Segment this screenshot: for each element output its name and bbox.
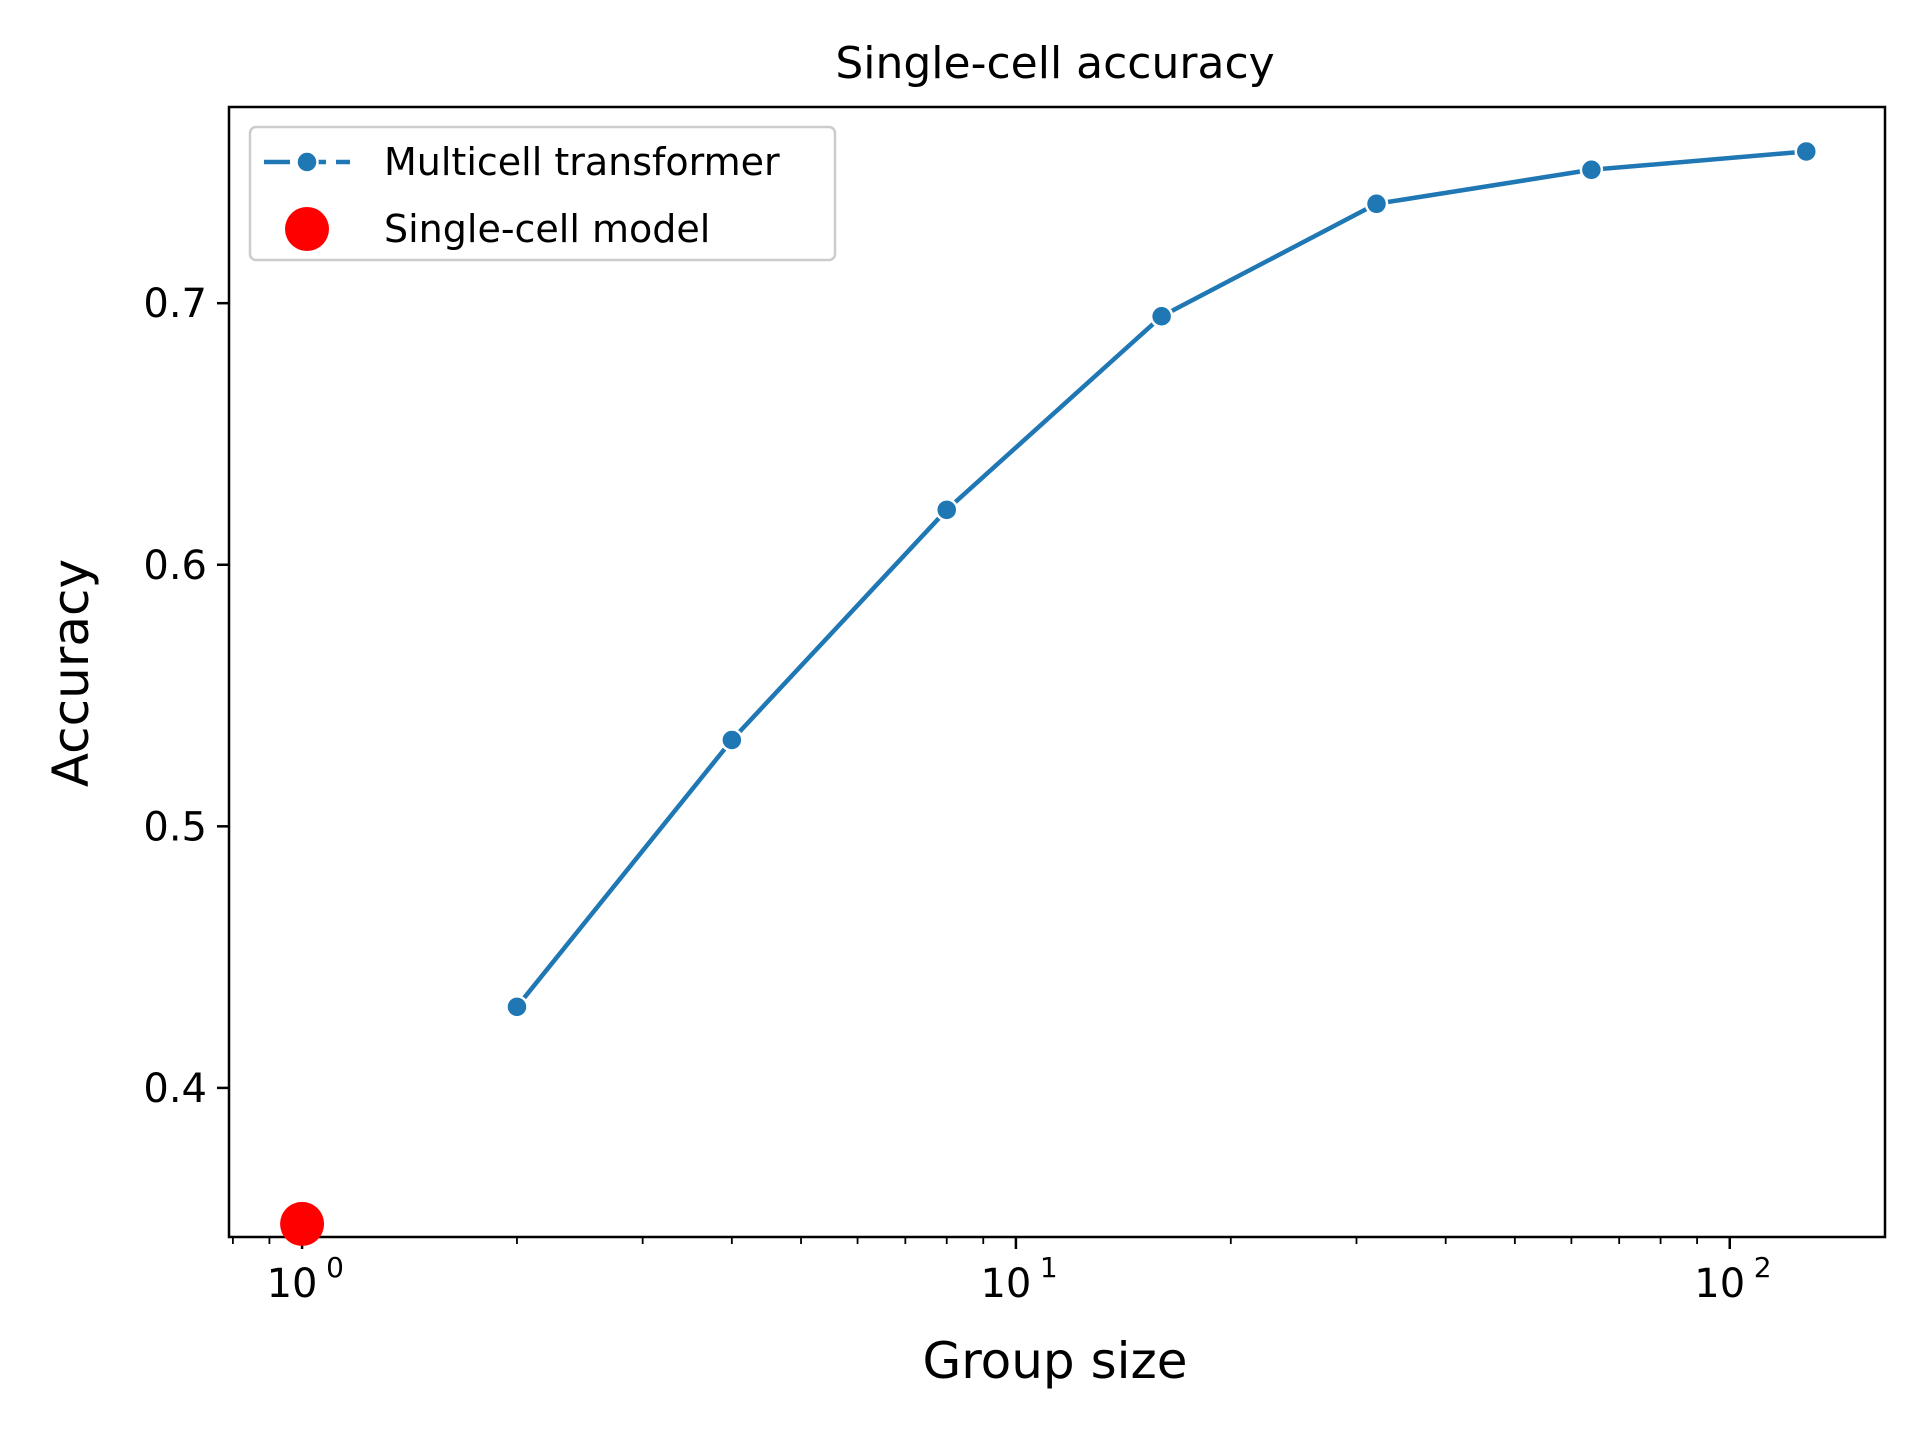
- chart-title: Single-cell accuracy: [835, 38, 1274, 89]
- data-point: [505, 995, 529, 1019]
- y-tick-label: 0.5: [143, 804, 207, 850]
- legend-marker-swatch: [285, 207, 329, 251]
- y-tick-label: 0.7: [143, 281, 207, 327]
- series-line: [515, 149, 1807, 1009]
- legend: Multicell transformer Single-cell model: [248, 125, 837, 262]
- y-tick-label: 0.6: [143, 543, 207, 589]
- x-tick-label-exponent: 1: [1040, 1251, 1058, 1284]
- x-axis-title: Group size: [922, 1332, 1187, 1390]
- x-tick-label-base: 10: [980, 1261, 1031, 1307]
- x-tick-label-base: 10: [1694, 1261, 1745, 1307]
- x-tick-label-exponent: 2: [1754, 1251, 1772, 1284]
- legend-label: Single-cell model: [384, 207, 710, 251]
- data-point: [1364, 192, 1389, 216]
- data-point: [934, 498, 959, 522]
- x-tick-label: 10 1: [980, 1251, 1057, 1307]
- legend-label: Multicell transformer: [384, 140, 780, 184]
- x-tick-label-exponent: 0: [326, 1251, 344, 1284]
- legend-box: [248, 125, 837, 262]
- plot-area: 0.40.50.60.710 0 10 1 10 2: [143, 105, 1887, 1307]
- data-point: [1149, 304, 1174, 329]
- scatter-point: [280, 1201, 325, 1246]
- data-point: [720, 728, 744, 752]
- y-tick-label: 0.4: [143, 1066, 207, 1112]
- x-tick-label: 10 0: [267, 1251, 344, 1307]
- y-axis-title: Accuracy: [42, 559, 100, 787]
- axes-frame: [227, 105, 1887, 1239]
- data-point: [1794, 139, 1819, 164]
- data-point: [1579, 158, 1604, 182]
- x-tick-label-base: 10: [267, 1261, 318, 1307]
- x-tick-label: 10 2: [1694, 1251, 1771, 1307]
- legend-marker-swatch: [295, 150, 319, 174]
